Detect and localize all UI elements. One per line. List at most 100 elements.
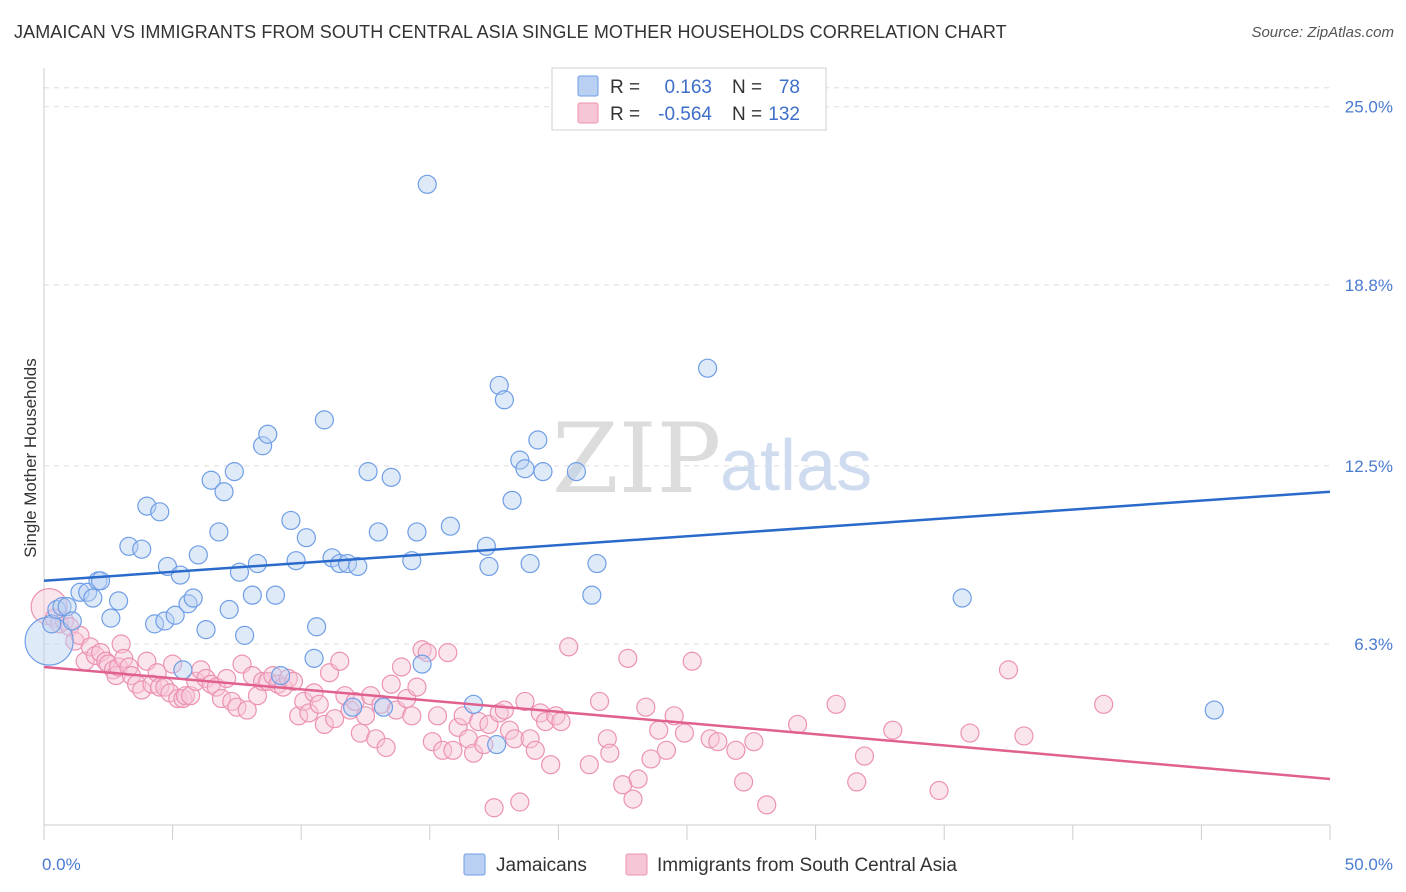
data-point bbox=[502, 490, 522, 510]
data-point bbox=[1204, 700, 1224, 720]
watermark-atlas: atlas bbox=[720, 426, 872, 506]
data-point bbox=[559, 637, 579, 657]
legend-n-label: N = bbox=[732, 104, 762, 125]
data-point bbox=[510, 792, 530, 812]
data-point bbox=[391, 657, 412, 677]
data-point bbox=[407, 677, 427, 697]
legend-r-value: 0.163 bbox=[664, 77, 712, 98]
data-point bbox=[476, 536, 496, 556]
data-point bbox=[726, 740, 746, 760]
bottom-legend-swatch-immigrants bbox=[625, 853, 648, 876]
data-point bbox=[952, 588, 972, 608]
data-point bbox=[515, 459, 535, 479]
y-tick-label: 12.5% bbox=[1345, 457, 1393, 476]
data-point bbox=[1014, 726, 1034, 746]
data-point bbox=[368, 522, 388, 542]
data-point bbox=[90, 571, 111, 591]
data-point bbox=[697, 358, 718, 378]
data-point bbox=[173, 688, 193, 709]
data-point bbox=[708, 732, 728, 752]
data-point bbox=[487, 734, 507, 755]
trend-line-jamaicans bbox=[43, 490, 1331, 583]
data-point bbox=[433, 740, 453, 760]
data-point bbox=[535, 711, 556, 732]
data-point bbox=[649, 720, 669, 740]
chart-title: JAMAICAN VS IMMIGRANTS FROM SOUTH CENTRA… bbox=[14, 22, 1007, 42]
watermark: ZIP atlas bbox=[552, 403, 872, 515]
data-point bbox=[600, 743, 620, 763]
legend-n-label: N = bbox=[732, 77, 762, 98]
data-point bbox=[224, 462, 244, 482]
data-point bbox=[402, 706, 422, 726]
legend: R = 0.163 N = 78 R = -0.564 N = 132 bbox=[551, 67, 827, 131]
trend-lines bbox=[43, 490, 1331, 781]
data-point bbox=[438, 643, 458, 663]
legend-r-value: -0.564 bbox=[658, 104, 712, 125]
data-point bbox=[427, 706, 448, 726]
data-point bbox=[304, 683, 324, 703]
data-point bbox=[201, 470, 221, 490]
bottom-legend-swatch-jamaicans bbox=[463, 853, 486, 876]
data-point bbox=[412, 640, 432, 660]
data-point bbox=[175, 686, 196, 706]
data-point bbox=[960, 723, 980, 743]
data-point bbox=[525, 740, 545, 760]
data-point bbox=[597, 729, 617, 749]
bottom-legend-label-jamaicans: Jamaicans bbox=[496, 855, 587, 876]
data-point bbox=[30, 588, 68, 626]
legend-n-value: 78 bbox=[779, 77, 800, 98]
y-tick-label: 25.0% bbox=[1345, 98, 1393, 117]
data-point bbox=[24, 616, 74, 666]
data-point bbox=[271, 665, 291, 686]
data-point bbox=[489, 375, 509, 396]
data-point bbox=[253, 436, 273, 456]
data-point bbox=[520, 729, 540, 749]
data-point bbox=[309, 694, 329, 714]
data-point bbox=[214, 482, 234, 502]
data-point bbox=[247, 553, 268, 574]
data-point bbox=[209, 522, 229, 542]
data-point bbox=[587, 553, 607, 574]
data-point bbox=[623, 789, 643, 809]
data-point bbox=[42, 614, 62, 634]
y-tick-labels: 6.3% 12.5% 18.8% 25.0% bbox=[1345, 98, 1393, 654]
data-point bbox=[566, 462, 587, 482]
data-point bbox=[343, 697, 363, 717]
data-point bbox=[582, 585, 602, 605]
data-point bbox=[258, 424, 278, 444]
data-point bbox=[381, 674, 401, 694]
data-point bbox=[219, 599, 239, 620]
legend-swatch-jamaicans bbox=[577, 75, 599, 97]
data-point bbox=[589, 691, 610, 712]
data-point bbox=[237, 700, 257, 720]
data-point bbox=[381, 467, 401, 487]
data-point bbox=[330, 651, 350, 671]
data-point bbox=[528, 430, 548, 450]
data-point bbox=[188, 545, 208, 565]
legend-n-value: 132 bbox=[768, 104, 800, 125]
data-point bbox=[348, 556, 368, 577]
data-point bbox=[304, 648, 324, 668]
data-point bbox=[307, 617, 327, 637]
data-point bbox=[744, 732, 764, 752]
data-point bbox=[628, 769, 648, 789]
series-immigrants-points bbox=[30, 588, 1114, 818]
data-point bbox=[489, 703, 509, 723]
data-point bbox=[883, 720, 903, 740]
x-tick-labels: 0.0% 50.0% bbox=[42, 855, 1393, 874]
data-point bbox=[150, 502, 170, 522]
watermark-zip: ZIP bbox=[552, 403, 721, 515]
data-point bbox=[407, 522, 427, 542]
data-point bbox=[52, 597, 72, 617]
data-point bbox=[479, 556, 499, 577]
data-point bbox=[618, 648, 638, 668]
data-point bbox=[242, 585, 262, 605]
data-point bbox=[826, 694, 846, 714]
series-jamaicans-points bbox=[24, 174, 1224, 755]
legend-r-label: R = bbox=[610, 104, 640, 125]
data-point bbox=[443, 740, 463, 760]
data-point bbox=[636, 697, 656, 717]
data-point bbox=[417, 643, 437, 663]
axes bbox=[43, 68, 1331, 840]
